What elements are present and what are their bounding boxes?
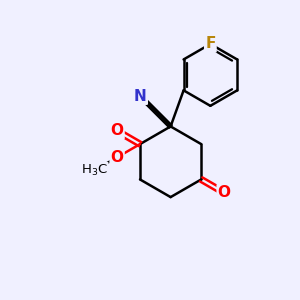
Text: N: N xyxy=(134,89,147,104)
Text: H$_3$C: H$_3$C xyxy=(81,163,108,178)
Text: F: F xyxy=(205,37,215,52)
Text: O: O xyxy=(111,123,124,138)
Text: O: O xyxy=(111,150,124,165)
Text: O: O xyxy=(218,185,231,200)
